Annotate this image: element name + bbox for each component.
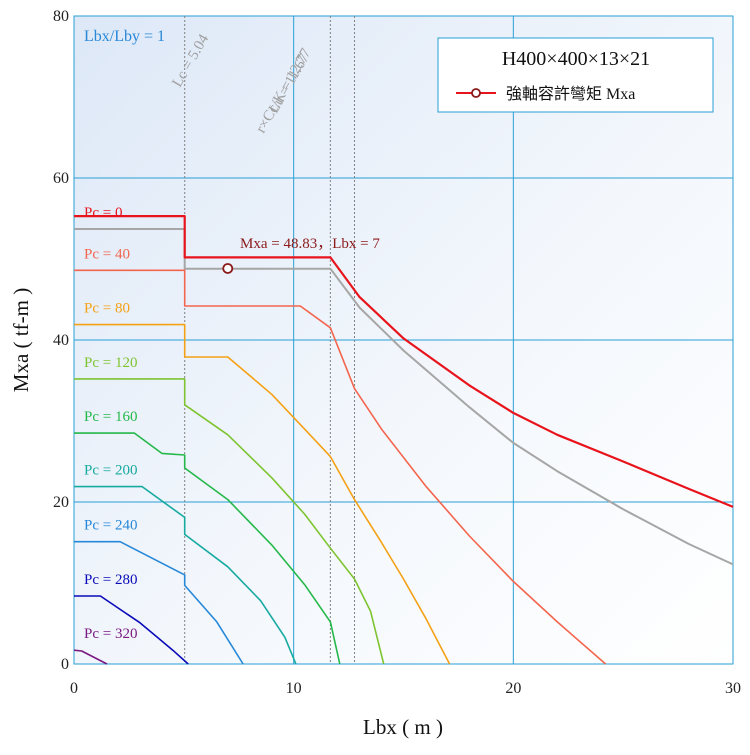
- axes: 0 10 20 30 0 20 40 60 80: [53, 8, 741, 697]
- y-tick-label: 0: [61, 656, 69, 673]
- series-line: [74, 485, 297, 665]
- legend-marker: [471, 88, 481, 98]
- y-tick-label: 20: [53, 494, 69, 511]
- series-label: Pc = 200: [84, 463, 137, 479]
- series-labels: Pc = 0 Pc = 40 Pc = 80 Pc = 120 Pc = 160 Pc =…: [84, 205, 137, 642]
- x-axis-title: Lbx ( m ): [363, 715, 443, 739]
- series-line: [74, 323, 451, 665]
- x-tick-label: 10: [286, 680, 302, 697]
- x-tick-label: 30: [725, 680, 741, 697]
- series-line: [74, 432, 341, 665]
- y-tick-label: 40: [53, 332, 69, 349]
- series-line: [74, 540, 244, 665]
- series-label: Pc = 240: [84, 518, 137, 534]
- series-label: Pc = 120: [84, 355, 137, 371]
- y-tick-label: 80: [53, 8, 69, 25]
- x-tick-label: 0: [70, 680, 78, 697]
- y-axis-title: Mxa ( tf-m ): [9, 288, 33, 392]
- series-label: Pc = 160: [84, 409, 137, 425]
- ratio-label: Lbx/Lby = 1: [84, 28, 165, 45]
- legend-box: [437, 37, 714, 113]
- series-label: Pc = 40: [84, 246, 130, 262]
- y-tick-label: 60: [53, 170, 69, 187]
- series-line: [74, 595, 189, 665]
- grid: [74, 16, 733, 664]
- series-label: Pc = 280: [84, 572, 137, 588]
- legend: H400×400×13×21 強軸容許彎矩 Mxa: [437, 37, 714, 113]
- series-line: [74, 228, 734, 566]
- series-line: [74, 378, 385, 665]
- highlight-label: Mxa = 48.83，Lbx = 7: [240, 236, 380, 252]
- series-line: [73, 649, 108, 665]
- highlight: Mxa = 48.83，Lbx = 7: [222, 236, 380, 274]
- series-label: Pc = 80: [84, 301, 130, 317]
- series-line: [74, 215, 734, 508]
- legend-entry-label: 強軸容許彎矩 Mxa: [506, 85, 635, 103]
- series-label: Pc = 0: [84, 205, 122, 221]
- highlight-marker: [222, 263, 234, 274]
- series-label: Pc = 320: [84, 626, 137, 642]
- series-line: [74, 269, 607, 665]
- series-lines: [73, 215, 734, 665]
- x-tick-label: 20: [505, 680, 521, 697]
- legend-title: H400×400×13×21: [502, 48, 650, 70]
